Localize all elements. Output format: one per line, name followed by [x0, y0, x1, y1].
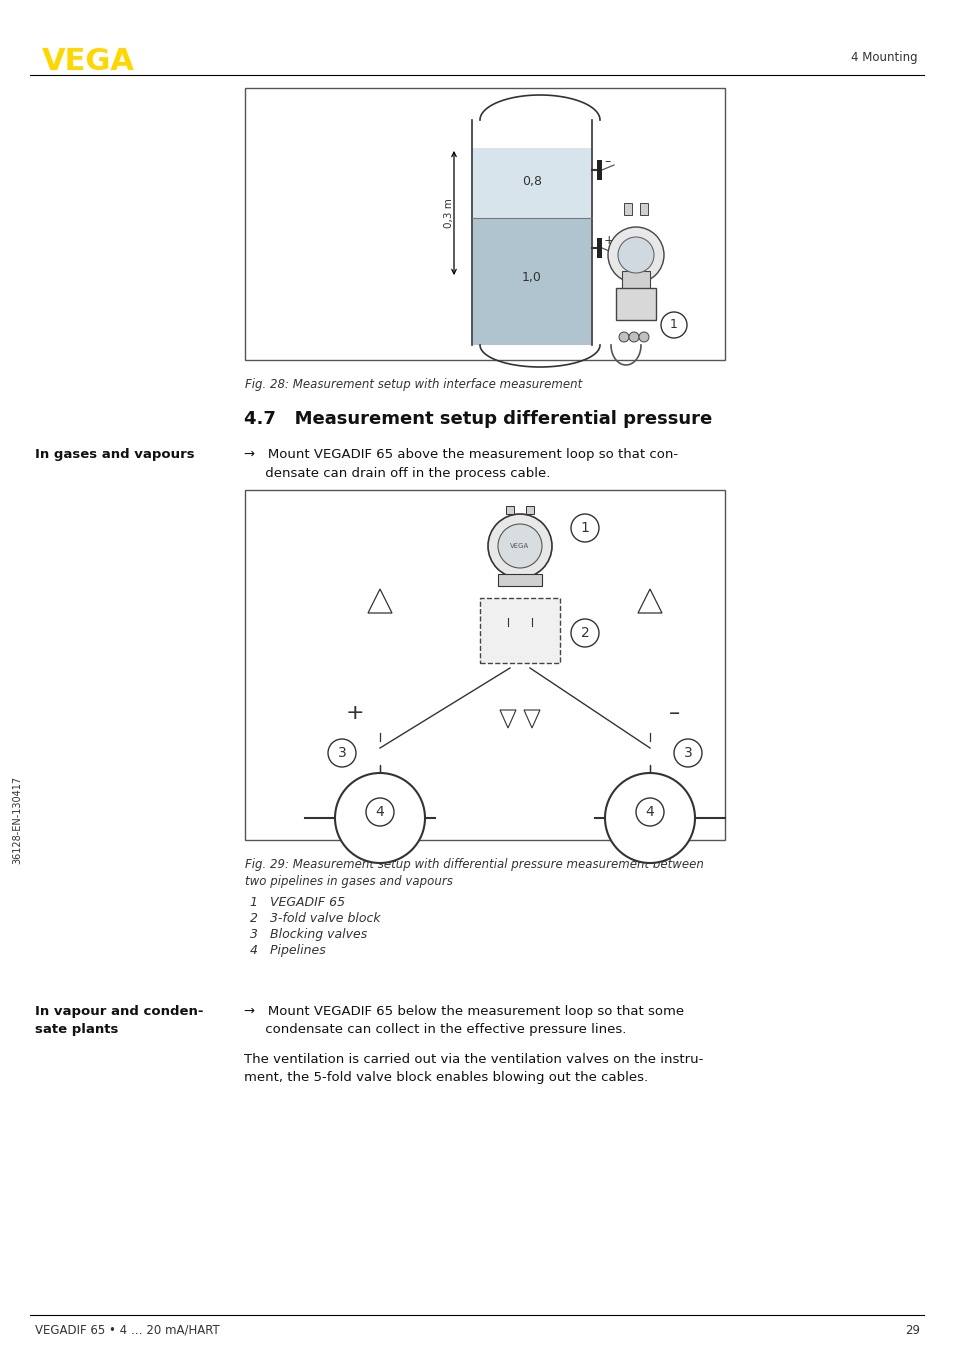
Text: In vapour and conden-
sate plants: In vapour and conden- sate plants	[35, 1005, 203, 1036]
Polygon shape	[523, 709, 539, 728]
Circle shape	[571, 515, 598, 542]
Text: VEGA: VEGA	[510, 543, 529, 548]
Bar	[621, 271, 649, 292]
Text: 29: 29	[904, 1323, 919, 1336]
Polygon shape	[499, 709, 516, 728]
Circle shape	[618, 237, 654, 274]
Text: ment, the 5-fold valve block enables blowing out the cables.: ment, the 5-fold valve block enables blo…	[244, 1071, 647, 1085]
Circle shape	[366, 798, 394, 826]
Circle shape	[328, 739, 355, 766]
Text: 36128-EN-130417: 36128-EN-130417	[12, 776, 22, 864]
Text: VEGA: VEGA	[42, 47, 135, 76]
Circle shape	[618, 332, 628, 343]
Bar	[479, 598, 559, 663]
Text: 0,8: 0,8	[521, 176, 541, 188]
Text: 1: 1	[669, 318, 678, 332]
Polygon shape	[368, 589, 392, 613]
Text: –: –	[669, 703, 679, 723]
Bar	[623, 203, 631, 215]
Text: 4.7   Measurement setup differential pressure: 4.7 Measurement setup differential press…	[244, 410, 712, 428]
Bar	[505, 506, 514, 515]
Circle shape	[607, 227, 663, 283]
Text: 1,0: 1,0	[521, 272, 541, 284]
Text: Fig. 29: Measurement setup with differential pressure measurement between
two pi: Fig. 29: Measurement setup with differen…	[245, 858, 703, 888]
Circle shape	[628, 332, 639, 343]
Text: 3: 3	[337, 746, 346, 760]
Text: 0,3 m: 0,3 m	[443, 198, 454, 227]
Text: →   Mount VEGADIF 65 above the measurement loop so that con-: → Mount VEGADIF 65 above the measurement…	[244, 448, 678, 460]
Text: 1: 1	[580, 521, 589, 535]
Bar	[639, 203, 647, 215]
Text: 3   Blocking valves: 3 Blocking valves	[250, 927, 367, 941]
Text: Fig. 28: Measurement setup with interface measurement: Fig. 28: Measurement setup with interfac…	[245, 378, 581, 391]
Bar	[597, 160, 601, 180]
Bar	[473, 218, 590, 345]
Text: 4 Mounting: 4 Mounting	[850, 51, 917, 65]
Text: condensate can collect in the effective pressure lines.: condensate can collect in the effective …	[244, 1024, 626, 1036]
Text: 2   3-fold valve block: 2 3-fold valve block	[250, 913, 380, 925]
Text: 1   VEGADIF 65: 1 VEGADIF 65	[250, 896, 345, 909]
Circle shape	[604, 773, 695, 862]
Circle shape	[636, 798, 663, 826]
Circle shape	[497, 524, 541, 567]
Text: 2: 2	[580, 626, 589, 640]
Bar	[597, 238, 601, 259]
Bar	[245, 490, 724, 839]
Circle shape	[488, 515, 552, 578]
Text: The ventilation is carried out via the ventilation valves on the instru-: The ventilation is carried out via the v…	[244, 1053, 702, 1066]
Circle shape	[660, 311, 686, 338]
Text: →   Mount VEGADIF 65 below the measurement loop so that some: → Mount VEGADIF 65 below the measurement…	[244, 1005, 683, 1018]
Text: –: –	[603, 156, 610, 168]
Bar	[497, 574, 541, 586]
Text: +: +	[345, 703, 364, 723]
Text: VEGADIF 65 • 4 … 20 mA/HART: VEGADIF 65 • 4 … 20 mA/HART	[35, 1323, 219, 1336]
Text: 4: 4	[645, 806, 654, 819]
Bar	[616, 288, 656, 320]
Circle shape	[571, 619, 598, 647]
Bar	[473, 148, 590, 218]
Bar	[525, 506, 534, 515]
Circle shape	[673, 739, 701, 766]
Circle shape	[639, 332, 648, 343]
Bar	[245, 88, 724, 360]
Polygon shape	[638, 589, 661, 613]
Text: In gases and vapours: In gases and vapours	[35, 448, 194, 460]
Text: +: +	[603, 233, 614, 246]
Circle shape	[335, 773, 424, 862]
Text: densate can drain off in the process cable.: densate can drain off in the process cab…	[244, 467, 550, 481]
Text: 3: 3	[683, 746, 692, 760]
Text: 4   Pipelines: 4 Pipelines	[250, 944, 325, 957]
Text: 4: 4	[375, 806, 384, 819]
